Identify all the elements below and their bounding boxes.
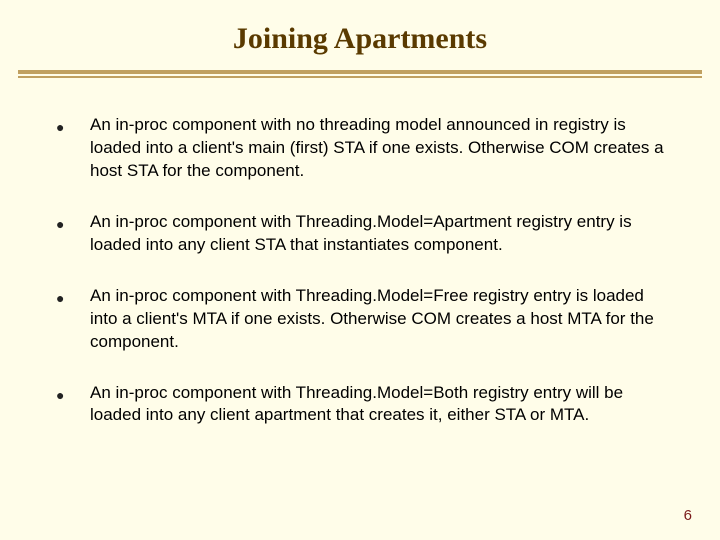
bullet-icon: ● (56, 114, 90, 139)
bullet-item: ● An in-proc component with Threading.Mo… (56, 211, 664, 257)
bullet-text: An in-proc component with Threading.Mode… (90, 211, 664, 257)
bullet-icon: ● (56, 211, 90, 236)
slide-body: ● An in-proc component with no threading… (0, 78, 720, 427)
bullet-item: ● An in-proc component with Threading.Mo… (56, 285, 664, 354)
bullet-text: An in-proc component with Threading.Mode… (90, 285, 664, 354)
page-number: 6 (684, 507, 692, 524)
bullet-text: An in-proc component with Threading.Mode… (90, 382, 664, 428)
bullet-item: ● An in-proc component with Threading.Mo… (56, 382, 664, 428)
slide-title: Joining Apartments (0, 0, 720, 70)
bullet-text: An in-proc component with no threading m… (90, 114, 664, 183)
title-divider (18, 70, 702, 78)
bullet-icon: ● (56, 382, 90, 407)
bullet-icon: ● (56, 285, 90, 310)
slide: Joining Apartments ● An in-proc componen… (0, 0, 720, 540)
bullet-item: ● An in-proc component with no threading… (56, 114, 664, 183)
